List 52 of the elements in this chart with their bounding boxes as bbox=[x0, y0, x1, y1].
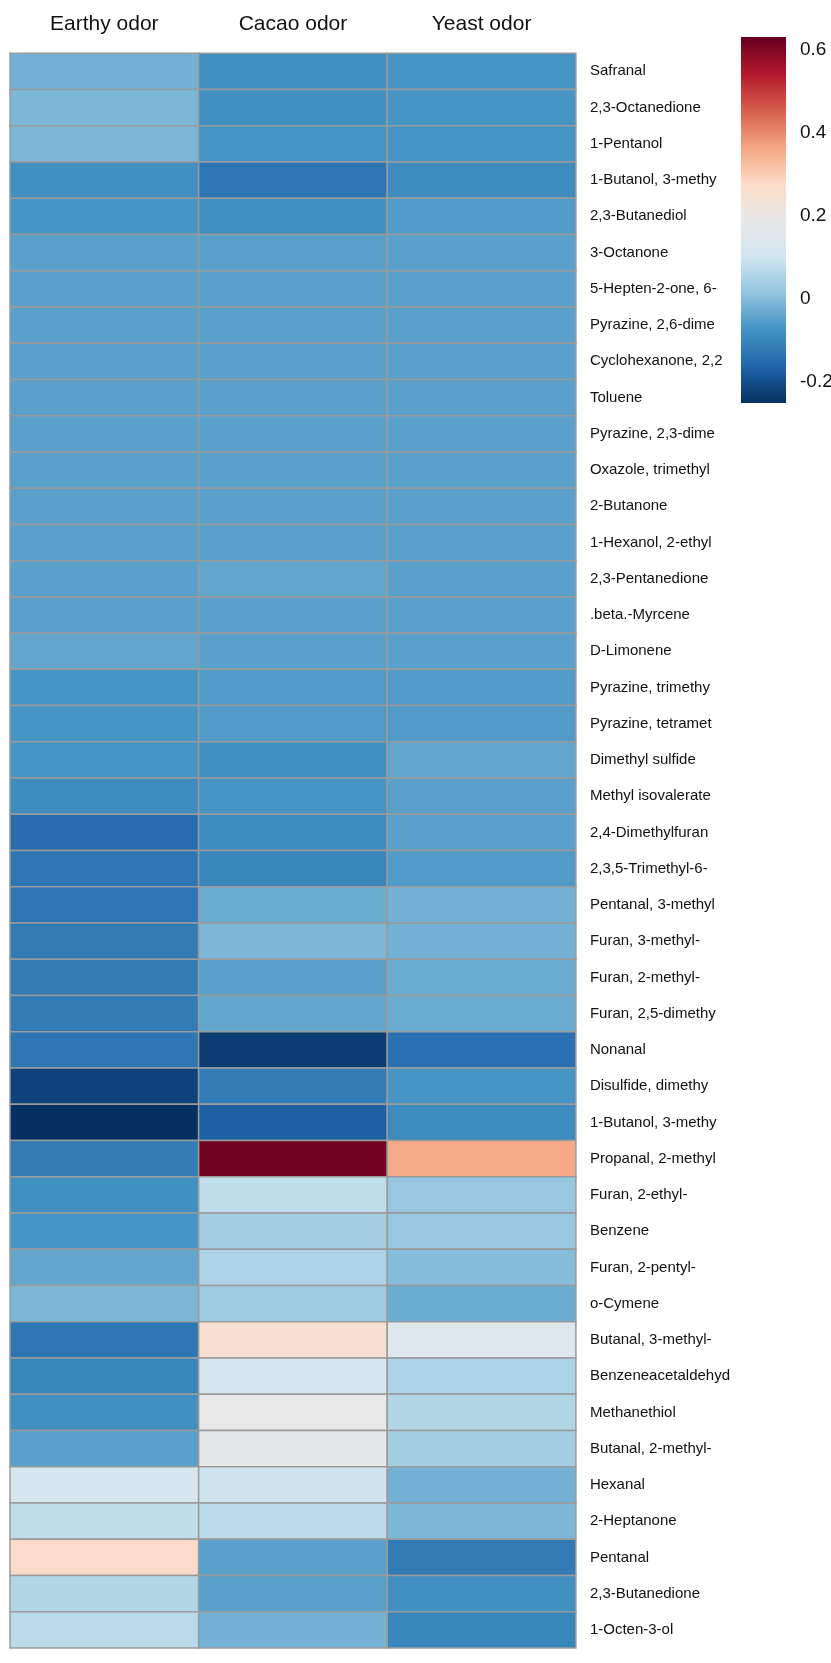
y-tick-label: 2,3-Octanedione bbox=[589, 97, 701, 115]
y-tick-label: Propanal, 2-methyl bbox=[589, 1148, 716, 1166]
color-bar-label: -0.2 bbox=[800, 370, 831, 392]
y-tick-label: 1-Octen-3-ol bbox=[589, 1620, 674, 1638]
y-tick-label: 2,4-Dimethylfuran bbox=[589, 822, 709, 840]
y-tick-label: 1-Butanol, 3-methy bbox=[589, 170, 718, 188]
y-tick-label: Furan, 2-methyl- bbox=[589, 967, 700, 985]
y-tick-label: Hexanal bbox=[589, 1475, 645, 1493]
y-tick-label: Disulfide, dimethy bbox=[589, 1076, 709, 1094]
y-tick-label: Benzene bbox=[589, 1221, 650, 1239]
x-tick-label: Cacao odor bbox=[238, 11, 348, 35]
y-tick-label: Pyrazine, tetramet bbox=[589, 713, 713, 731]
y-tick-label: Dimethyl sulfide bbox=[589, 750, 696, 768]
y-tick-label: Furan, 2-ethyl- bbox=[589, 1185, 688, 1203]
y-tick-label: Butanal, 2-methyl- bbox=[589, 1438, 712, 1456]
y-tick-label: .beta.-Myrcene bbox=[589, 605, 690, 623]
y-tick-label: Pyrazine, trimethy bbox=[589, 677, 711, 695]
x-tick-label: Earthy odor bbox=[50, 11, 159, 35]
color-bar-label: 0.2 bbox=[800, 204, 827, 226]
color-bar-label: 0 bbox=[800, 287, 811, 309]
y-tick-label: Furan, 2-pentyl- bbox=[589, 1257, 696, 1275]
y-tick-label: 2,3-Butanediol bbox=[589, 206, 687, 224]
y-tick-label: 2,3,5-Trimethyl-6- bbox=[589, 858, 708, 876]
y-tick-label: Pyrazine, 2,6-dime bbox=[589, 315, 715, 333]
y-tick-label: Benzeneacetaldehyd bbox=[589, 1366, 731, 1384]
y-tick-label: Toluene bbox=[589, 387, 643, 405]
y-tick-label: 2-Heptanone bbox=[589, 1511, 677, 1529]
y-tick-label: 1-Hexanol, 2-ethyl bbox=[589, 532, 712, 550]
y-tick-label: o-Cymene bbox=[589, 1293, 660, 1311]
color-bar-label: 0.4 bbox=[800, 121, 827, 143]
x-tick-label: Yeast odor bbox=[431, 11, 532, 35]
y-tick-label: Pentanal, 3-methyl bbox=[589, 895, 715, 913]
y-tick-label: 1-Pentanol bbox=[589, 133, 663, 151]
color-bar-label: 0.6 bbox=[800, 38, 827, 60]
y-tick-label: Butanal, 3-methyl- bbox=[589, 1330, 712, 1348]
y-tick-label: Cyclohexanone, 2,2 bbox=[589, 351, 723, 369]
y-tick-label: Methanethiol bbox=[589, 1402, 676, 1420]
y-tick-label: Furan, 3-methyl- bbox=[589, 931, 700, 949]
y-tick-label: Oxazole, trimethyl bbox=[589, 460, 710, 478]
y-tick-label: 1-Butanol, 3-methy bbox=[589, 1112, 718, 1130]
y-tick-label: Pyrazine, 2,3-dime bbox=[589, 423, 715, 441]
y-tick-label: Safranal bbox=[589, 61, 646, 79]
y-tick-label: 3-Octanone bbox=[589, 242, 669, 260]
y-tick-label: 5-Hepten-2-one, 6- bbox=[589, 278, 717, 296]
y-tick-label: 2,3-Butanedione bbox=[589, 1583, 700, 1601]
y-tick-label: 2,3-Pentanedione bbox=[589, 568, 709, 586]
y-tick-label: Furan, 2,5-dimethy bbox=[589, 1003, 717, 1021]
y-tick-label: Methyl isovalerate bbox=[589, 786, 711, 804]
y-tick-label: D-Limonene bbox=[589, 641, 672, 659]
y-tick-label: Pentanal bbox=[589, 1547, 650, 1565]
y-tick-label: Nonanal bbox=[589, 1040, 646, 1058]
y-tick-label: 2-Butanone bbox=[589, 496, 668, 514]
